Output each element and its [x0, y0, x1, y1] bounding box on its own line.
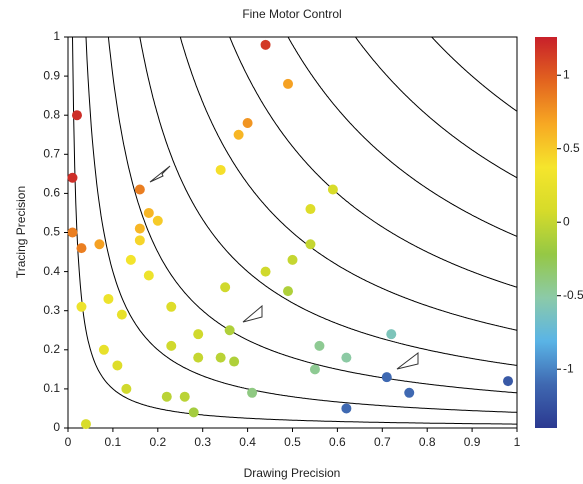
point — [166, 301, 177, 312]
point — [341, 403, 352, 414]
y-tick-label: 0.9 — [43, 68, 60, 82]
x-tick-label: 0.6 — [329, 435, 346, 449]
x-tick-label: 0 — [65, 435, 72, 449]
y-axis-label: Tracing Precision — [14, 186, 28, 278]
contour-line — [85, 36, 518, 413]
contour-line — [179, 36, 518, 331]
y-tick-label: 0.2 — [43, 342, 60, 356]
y-tick-label: 0.5 — [43, 225, 60, 239]
point — [404, 387, 415, 398]
point — [193, 329, 204, 340]
point — [67, 227, 78, 238]
point — [233, 129, 244, 140]
point — [71, 110, 82, 121]
x-tick-label: 0.9 — [464, 435, 481, 449]
point — [327, 184, 338, 195]
point — [220, 282, 231, 293]
point — [76, 243, 87, 254]
x-tick-label: 0.5 — [284, 435, 301, 449]
x-tick-label: 0.8 — [419, 435, 436, 449]
x-tick-label: 0.2 — [149, 435, 166, 449]
point — [103, 293, 114, 304]
point — [215, 164, 226, 175]
contour-line — [355, 36, 518, 179]
colorbar-tick-label: 1 — [563, 67, 570, 81]
point — [161, 391, 172, 402]
y-tick-label: 0.8 — [43, 107, 60, 121]
contour-line — [107, 36, 518, 394]
y-tick-label: 0.4 — [43, 264, 60, 278]
point — [98, 344, 109, 355]
point — [121, 383, 132, 394]
point — [143, 270, 154, 281]
pointer — [149, 165, 171, 183]
pointer — [242, 304, 263, 323]
point — [309, 364, 320, 375]
x-tick-label: 1 — [514, 435, 521, 449]
y-tick-label: 0.7 — [43, 146, 60, 160]
point — [260, 266, 271, 277]
colorbar-tick-label: -1 — [563, 361, 574, 375]
point — [125, 254, 136, 265]
point — [283, 78, 294, 89]
point — [381, 372, 392, 383]
point — [341, 352, 352, 363]
point — [229, 356, 240, 367]
point — [283, 286, 294, 297]
point — [67, 172, 78, 183]
point — [76, 301, 87, 312]
contours — [72, 36, 518, 425]
x-tick-label: 0.3 — [194, 435, 211, 449]
point — [112, 360, 123, 371]
point — [260, 39, 271, 50]
point — [287, 254, 298, 265]
point — [116, 309, 127, 320]
contour-line — [431, 36, 518, 112]
contour-line — [287, 36, 518, 237]
y-tick-label: 1 — [53, 29, 60, 43]
point — [188, 407, 199, 418]
colorbar-tick-label: -0.5 — [563, 288, 583, 302]
point — [134, 184, 145, 195]
point — [305, 204, 316, 215]
x-tick-label: 0.4 — [239, 435, 256, 449]
point — [166, 340, 177, 351]
point — [215, 352, 226, 363]
point — [179, 391, 190, 402]
point — [305, 239, 316, 250]
point — [503, 376, 514, 387]
points — [67, 39, 514, 430]
y-tick-label: 0.1 — [43, 381, 60, 395]
contour-line — [72, 36, 517, 425]
point — [94, 239, 105, 250]
point — [314, 340, 325, 351]
x-tick-label: 0.7 — [374, 435, 391, 449]
point — [247, 387, 258, 398]
point — [134, 235, 145, 246]
point — [242, 118, 253, 129]
pointer — [396, 351, 419, 370]
point — [152, 215, 163, 226]
point — [193, 352, 204, 363]
contour-line — [139, 36, 518, 366]
x-tick-label: 0.1 — [105, 435, 122, 449]
point — [224, 325, 235, 336]
colorbar-tick-label: 0.5 — [563, 141, 580, 155]
contour-line — [229, 36, 518, 288]
colorbar-tick-label: 0 — [563, 214, 570, 228]
x-axis-label: Drawing Precision — [244, 466, 341, 480]
chart-title: Fine Motor Control — [242, 7, 341, 21]
y-tick-label: 0.6 — [43, 186, 60, 200]
point — [386, 329, 397, 340]
point — [143, 207, 154, 218]
y-tick-label: 0.3 — [43, 303, 60, 317]
point — [134, 223, 145, 234]
colorbar — [535, 37, 557, 428]
point — [80, 419, 91, 430]
y-tick-label: 0 — [53, 420, 60, 434]
